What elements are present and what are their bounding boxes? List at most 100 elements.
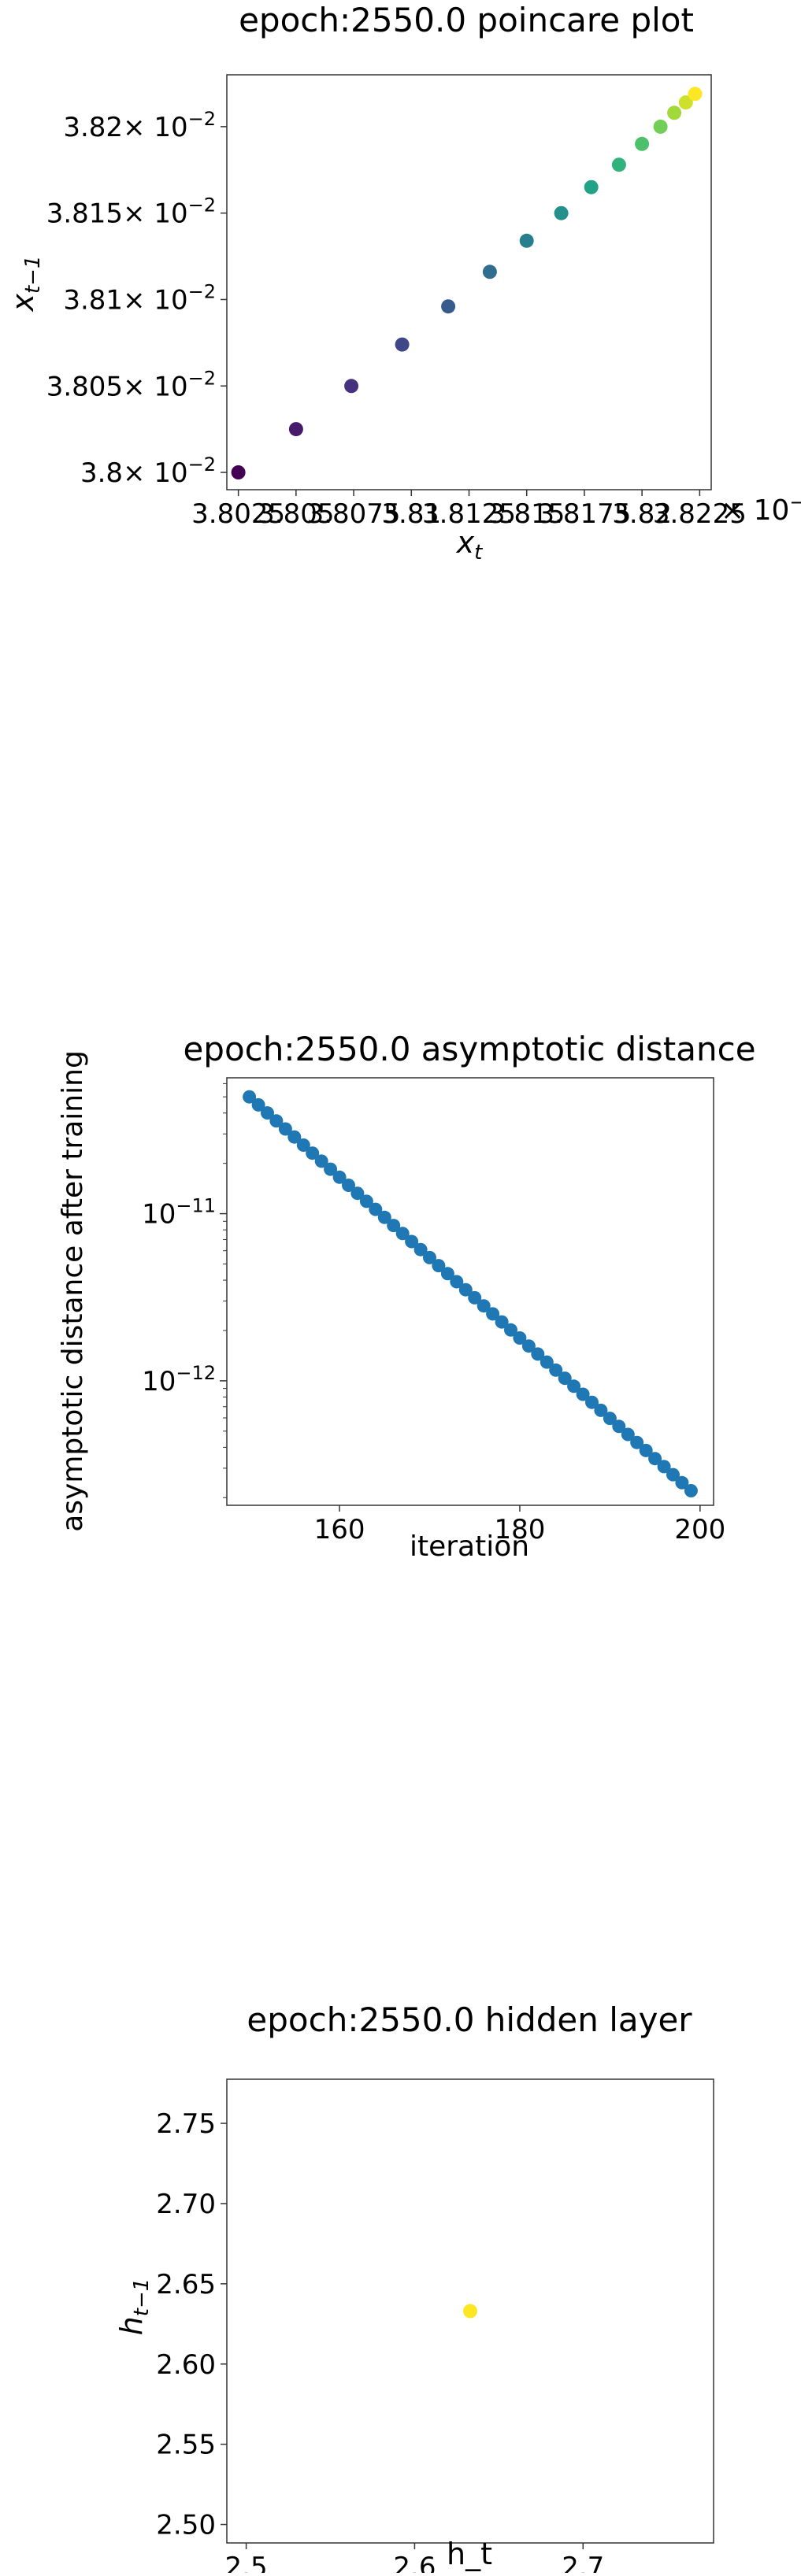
data-point (540, 1355, 554, 1369)
data-point (611, 157, 626, 172)
y-tick-label: 2.65 (156, 2269, 216, 2300)
x-tick-label: 2.5 (225, 2552, 268, 2573)
x-axis-label: iteration (410, 1530, 529, 1563)
data-point (405, 1234, 419, 1249)
y-tick-label: 10−11 (142, 1195, 216, 1231)
data-point (612, 1419, 626, 1434)
y-tick-label: 2.70 (156, 2189, 216, 2220)
asymptotic-chart-panel: epoch:2550.0 asymptotic distance 10−11 10… (0, 1023, 801, 1590)
chart-title: epoch:2550.0 asymptotic distance (183, 1030, 755, 1068)
hidden-layer-chart: epoch:2550.0 hidden layer 2.502.552.602.… (114, 2000, 714, 2576)
y-tick-label: 2.60 (156, 2349, 216, 2381)
data-point (549, 1363, 563, 1377)
data-point (369, 1202, 383, 1216)
data-point (278, 1122, 292, 1136)
y-ticks: 10−11 10−12 (142, 1083, 227, 1498)
y-tick-label: 3.81× 10−2 (63, 280, 216, 316)
data-point (630, 1435, 644, 1449)
hidden-layer-chart-panel: epoch:2550.0 hidden layer 2.50 2.55 2.60 2.… (0, 1984, 801, 2576)
y-tick-label: 3.82× 10−2 (63, 108, 216, 143)
data-point (359, 1194, 373, 1208)
y-axis-label: ht−1 (114, 2278, 154, 2336)
x-tick-label: 3.81 (381, 498, 441, 530)
data-point (377, 1210, 391, 1224)
data-point (594, 1403, 608, 1417)
data-point (513, 1331, 527, 1345)
data-point (486, 1307, 500, 1321)
x-tick-label: 2.6 (393, 2552, 436, 2573)
data-point (450, 1275, 464, 1289)
poincare-chart: epoch:2550.0 poincare plot 3.8× 10−2 3.80… (6, 1, 801, 564)
data-point (395, 1227, 410, 1241)
data-point (585, 1395, 599, 1409)
x-tick-label: 3.8125 (422, 498, 516, 530)
data-point (296, 1138, 310, 1152)
x-tick-label: 160 (314, 1514, 365, 1545)
data-point (413, 1242, 428, 1257)
plot-frame (226, 1077, 714, 1506)
data-point (306, 1146, 320, 1160)
data-point (667, 105, 682, 120)
x-axis-label: h_t (447, 2537, 492, 2571)
y-tick-label: 3.815× 10−2 (46, 194, 216, 230)
chart-title: epoch:2550.0 hidden layer (247, 2000, 692, 2039)
x-tick-label: 2.7 (562, 2552, 604, 2573)
data-point (519, 233, 534, 248)
x-tick-label: 3.82 (612, 498, 672, 530)
data-point (440, 1267, 454, 1281)
x-axis-offset-label: × 10−2 (721, 491, 801, 527)
y-ticks: 3.8× 10−2 3.805× 10−2 3.81× 10−2 3.815× 10−… (46, 108, 227, 489)
y-tick-label: 2.75 (156, 2108, 216, 2140)
y-tick-label: 10−12 (142, 1362, 216, 1397)
x-tick-label: 180 (494, 1514, 545, 1545)
data-point (521, 1339, 536, 1353)
data-point (477, 1299, 491, 1313)
data-point (603, 1412, 617, 1426)
x-tick-label: 3.815 (488, 498, 565, 530)
y-tick-label: 3.8× 10−2 (80, 453, 216, 489)
data-point (387, 1219, 401, 1233)
chart-title: epoch:2550.0 poincare plot (239, 1, 694, 39)
y-tick-label: 2.55 (156, 2430, 216, 2461)
data-point (657, 1460, 671, 1474)
data-point (648, 1452, 662, 1466)
data-point (675, 1475, 689, 1490)
x-ticks: 2.5 2.6 2.7 (225, 2543, 604, 2576)
data-point (567, 1379, 581, 1393)
x-tick-label: 3.8175 (537, 498, 631, 530)
data-point (678, 95, 693, 110)
data-point (688, 87, 703, 102)
data-point (554, 205, 569, 220)
y-ticks: 2.50 2.55 2.60 2.65 2.70 2.75 (156, 2108, 227, 2541)
x-ticks: 3.80253.8053.80753.813.81253.8153.81753.… (191, 490, 747, 530)
asymptotic-chart: epoch:2550.0 asymptotic distance 10−1110… (57, 1030, 756, 1563)
x-tick-label: 3.8025 (191, 498, 285, 530)
data-point (288, 422, 303, 437)
data-point (558, 1371, 572, 1386)
x-ticks: 160 180 200 (314, 1505, 725, 1545)
data-point (243, 1090, 257, 1104)
x-tick-label: 3.805 (258, 498, 334, 530)
data-point (395, 337, 410, 352)
data-point (504, 1323, 517, 1337)
data-point (287, 1130, 302, 1144)
data-point (458, 1282, 473, 1297)
data-point (314, 1154, 328, 1168)
data-point (324, 1162, 338, 1176)
data-point (621, 1427, 635, 1442)
x-tick-label: 3.8075 (307, 498, 401, 530)
x-axis-label: xt (456, 525, 484, 564)
data-point (666, 1468, 680, 1482)
asymptotic-marks (243, 1090, 698, 1497)
y-tick-label: 3.805× 10−2 (46, 367, 216, 402)
y-axis-label: asymptotic distance after training (57, 1050, 89, 1532)
data-point (342, 1179, 355, 1192)
data-point (423, 1250, 436, 1264)
data-point (261, 1106, 274, 1120)
data-point (531, 1347, 545, 1361)
data-point (463, 2304, 477, 2319)
data-point (350, 1186, 365, 1201)
data-point (635, 136, 650, 151)
poincare-marks (231, 87, 703, 479)
data-point (468, 1290, 482, 1305)
